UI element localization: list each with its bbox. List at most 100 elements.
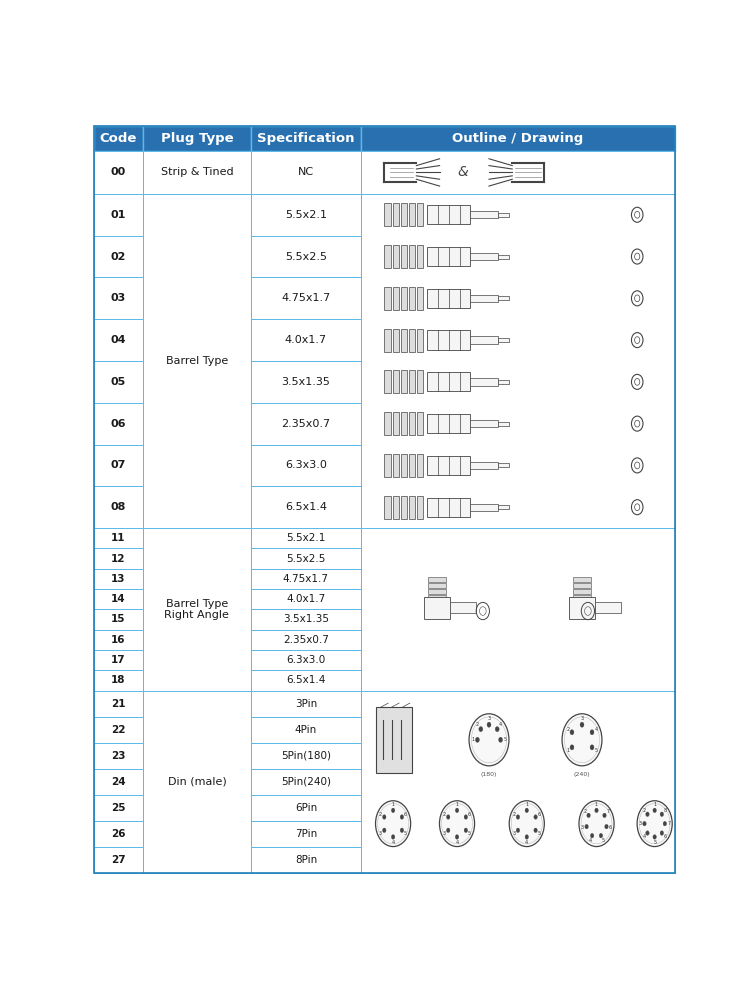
- Bar: [143, 194, 250, 528]
- Text: &: &: [458, 165, 468, 179]
- Circle shape: [570, 745, 574, 750]
- Bar: [251, 568, 362, 589]
- Circle shape: [392, 834, 394, 839]
- Text: 1: 1: [653, 803, 656, 808]
- Circle shape: [382, 828, 386, 832]
- Bar: [400, 495, 407, 519]
- Bar: [94, 650, 143, 670]
- Text: Barrel Type
Right Angle: Barrel Type Right Angle: [164, 599, 230, 621]
- Bar: [251, 319, 362, 361]
- Bar: [251, 821, 362, 847]
- Circle shape: [643, 821, 646, 826]
- Circle shape: [382, 815, 386, 820]
- Text: 24: 24: [111, 777, 126, 787]
- Bar: [498, 463, 508, 468]
- Text: 2: 2: [513, 812, 516, 817]
- Circle shape: [495, 727, 500, 732]
- Text: 5.5x2.1: 5.5x2.1: [286, 533, 326, 544]
- Text: 6: 6: [663, 834, 667, 839]
- Bar: [400, 203, 407, 227]
- Bar: [392, 412, 399, 435]
- Bar: [417, 329, 423, 352]
- Bar: [427, 247, 470, 266]
- Text: 4: 4: [499, 722, 502, 727]
- Text: 6Pin: 6Pin: [295, 803, 317, 813]
- Circle shape: [446, 828, 450, 832]
- Text: 2: 2: [643, 808, 646, 813]
- Bar: [251, 278, 362, 319]
- Circle shape: [585, 824, 588, 829]
- Text: Barrel Type: Barrel Type: [166, 356, 228, 366]
- Bar: [251, 194, 362, 235]
- Circle shape: [509, 801, 544, 846]
- Bar: [94, 235, 143, 278]
- Text: 00: 00: [111, 167, 126, 177]
- Circle shape: [392, 808, 394, 813]
- Text: 4.0x1.7: 4.0x1.7: [285, 335, 327, 345]
- Bar: [569, 597, 595, 619]
- Text: NC: NC: [298, 167, 314, 177]
- Bar: [94, 847, 143, 873]
- Bar: [251, 528, 362, 549]
- Bar: [427, 205, 470, 225]
- Circle shape: [586, 813, 590, 818]
- Circle shape: [446, 815, 450, 820]
- Circle shape: [525, 808, 529, 813]
- Circle shape: [603, 813, 606, 818]
- Bar: [251, 629, 362, 650]
- Bar: [251, 361, 362, 403]
- Text: 16: 16: [111, 634, 126, 645]
- Bar: [498, 213, 508, 217]
- Text: 7Pin: 7Pin: [295, 828, 317, 839]
- Bar: [409, 329, 416, 352]
- Text: 26: 26: [111, 828, 126, 839]
- Bar: [427, 497, 470, 517]
- Bar: [573, 595, 591, 600]
- Circle shape: [590, 745, 594, 750]
- Bar: [417, 370, 423, 393]
- Bar: [94, 126, 143, 151]
- Bar: [409, 454, 416, 477]
- Bar: [409, 203, 416, 227]
- Bar: [427, 601, 445, 606]
- Circle shape: [499, 737, 502, 743]
- Circle shape: [525, 834, 529, 839]
- Text: 4: 4: [455, 840, 458, 845]
- Text: 6.5x1.4: 6.5x1.4: [286, 676, 326, 686]
- Circle shape: [464, 828, 467, 832]
- Circle shape: [476, 737, 479, 743]
- Circle shape: [534, 828, 537, 832]
- Bar: [94, 743, 143, 768]
- Bar: [94, 151, 143, 194]
- Bar: [251, 610, 362, 629]
- Bar: [470, 378, 498, 385]
- Circle shape: [464, 815, 467, 820]
- Bar: [400, 370, 407, 393]
- Text: 03: 03: [111, 294, 126, 303]
- Bar: [417, 495, 423, 519]
- Circle shape: [455, 808, 459, 813]
- Bar: [470, 211, 498, 219]
- Bar: [470, 420, 498, 427]
- Text: 6: 6: [468, 812, 471, 817]
- Bar: [384, 454, 391, 477]
- Bar: [251, 717, 362, 743]
- Text: 06: 06: [111, 419, 126, 428]
- Text: 4.75x1.7: 4.75x1.7: [283, 574, 329, 584]
- Bar: [384, 245, 391, 268]
- Bar: [470, 253, 498, 260]
- Bar: [384, 370, 391, 393]
- Text: 2: 2: [566, 727, 569, 732]
- Text: 6: 6: [404, 812, 407, 817]
- Text: Outline / Drawing: Outline / Drawing: [452, 132, 584, 145]
- Bar: [470, 337, 498, 344]
- Circle shape: [663, 821, 667, 826]
- Bar: [470, 503, 498, 511]
- Bar: [427, 289, 470, 308]
- Bar: [392, 287, 399, 310]
- Text: 3: 3: [488, 716, 490, 721]
- Bar: [376, 707, 412, 772]
- Text: 22: 22: [111, 725, 126, 735]
- Bar: [251, 670, 362, 690]
- Bar: [470, 462, 498, 469]
